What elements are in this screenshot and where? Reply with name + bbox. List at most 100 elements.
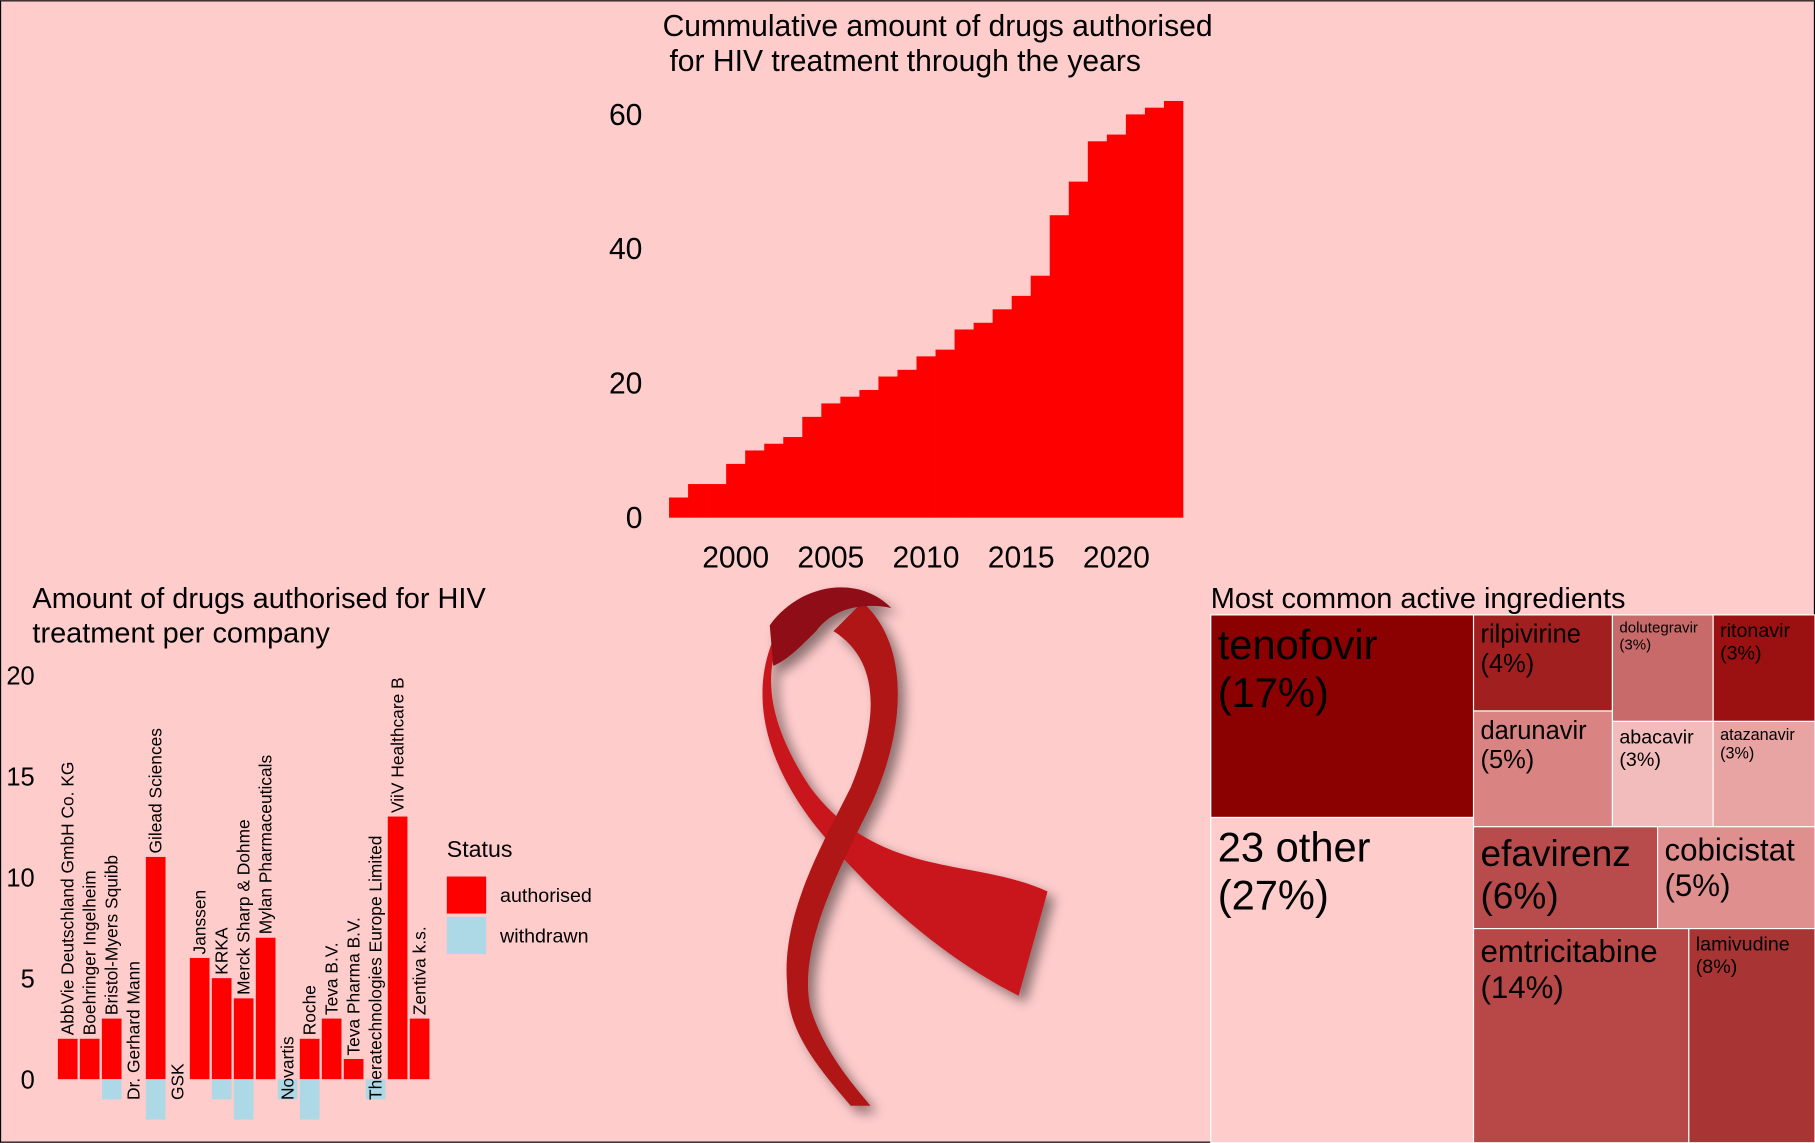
bar: [233, 998, 254, 1080]
bar: [840, 396, 860, 518]
bar: [299, 1038, 320, 1080]
y-tick-label: 40: [609, 233, 642, 266]
tile-label: abacavir: [1619, 726, 1694, 748]
tile-label: darunavir: [1480, 717, 1587, 745]
treemap-tile: [1472, 928, 1690, 1143]
x-tick-label: Teva Pharma B.V.: [343, 917, 363, 1055]
treemap-tile: [1688, 928, 1815, 1143]
treemap-tile: [1472, 710, 1614, 828]
bar: [1011, 295, 1032, 518]
bar: [365, 1079, 386, 1100]
tile-label: 23 other: [1218, 823, 1371, 870]
bar: [211, 978, 232, 1080]
tile-label: dolutegravir: [1619, 619, 1698, 636]
bar: [277, 1079, 298, 1100]
tile-label: emtricitabine: [1480, 934, 1657, 969]
bar: [1049, 215, 1070, 518]
x-tick-label: GSK: [167, 1063, 187, 1100]
bar: [992, 309, 1013, 518]
tile-value-label: (5%): [1665, 868, 1731, 903]
x-tick-label: AbbVie Deutschland GmbH Co. KG: [58, 762, 78, 1036]
bar: [387, 816, 408, 1080]
bar: [321, 1018, 342, 1080]
x-tick-label: Mylan Pharmaceuticals: [255, 755, 275, 935]
bar: [79, 1038, 100, 1080]
ribbon-strand: [762, 602, 1048, 996]
bar: [1106, 134, 1127, 518]
bar: [1068, 181, 1089, 518]
bar: [783, 437, 803, 518]
x-tick-label: 2005: [797, 541, 864, 574]
bar: [973, 322, 993, 518]
x-tick-label: Novartis: [277, 1036, 297, 1100]
bar: [233, 1079, 254, 1120]
bar: [57, 1038, 78, 1080]
y-tick-label: 5: [21, 965, 35, 993]
bar: [669, 497, 689, 518]
bar: [1030, 275, 1051, 518]
bar: [859, 389, 879, 518]
x-tick-label: Roche: [299, 985, 319, 1035]
tile-value-label: (3%): [1619, 749, 1661, 771]
tile-label: cobicistat: [1665, 832, 1796, 867]
bar: [101, 1079, 122, 1100]
y-tick-label: 0: [626, 502, 643, 535]
x-tick-label: Gilead Sciences: [145, 728, 165, 854]
bar: [954, 329, 974, 518]
treemap-tile: [1656, 826, 1815, 930]
tile-value-label: (3%): [1619, 637, 1651, 654]
bar: [707, 484, 727, 518]
treemap-tile: [1712, 614, 1815, 722]
treemap-tile: [1472, 614, 1614, 712]
tile-label: atazanavir: [1720, 726, 1795, 744]
y-tick-label: 15: [6, 763, 34, 791]
bar: [897, 369, 917, 518]
bar: [211, 1079, 232, 1100]
x-tick-label: 2010: [893, 541, 960, 574]
legend-label: withdrawn: [499, 925, 589, 947]
x-tick-label: 2015: [988, 541, 1055, 574]
bar: [1087, 141, 1108, 518]
bar: [1125, 114, 1146, 518]
treemap-tile: [1210, 816, 1475, 1143]
bar: [1163, 100, 1184, 518]
treemap-tile: [1210, 614, 1475, 819]
legend-title: Status: [447, 836, 513, 862]
tile-value-label: (17%): [1218, 669, 1329, 716]
tile-label: tenofovir: [1218, 621, 1378, 668]
x-tick-label: Dr. Gerhard Mann: [123, 961, 143, 1100]
chart-title: Cummulative amount of drugs authorised: [663, 10, 1213, 43]
legend-label: authorised: [500, 885, 592, 907]
tile-value-label: (3%): [1720, 643, 1762, 665]
bar: [726, 463, 746, 518]
bar: [745, 450, 765, 518]
x-tick-label: Teva B.V.: [321, 942, 341, 1015]
chart-title: Most common active ingredients: [1211, 583, 1626, 615]
x-tick-label: Merck Sharp & Dohme: [233, 819, 253, 995]
tile-label: efavirenz: [1480, 832, 1630, 874]
chart-title: Amount of drugs authorised for HIV: [32, 583, 486, 615]
tile-label: rilpivirine: [1480, 621, 1580, 649]
y-tick-label: 20: [6, 662, 34, 690]
ribbon: [762, 587, 1048, 1106]
x-tick-label: KRKA: [211, 927, 231, 975]
tile-value-label: (3%): [1720, 745, 1754, 763]
treemap-tile: [1712, 720, 1815, 828]
bar: [821, 403, 841, 518]
bar: [409, 1018, 430, 1080]
ribbon-loop: [769, 587, 892, 666]
tile-label: lamivudine: [1696, 934, 1790, 956]
bar: [255, 937, 276, 1080]
legend-swatch: [446, 917, 487, 955]
ribbon-strand: [786, 602, 898, 1106]
x-tick-label: Zentiva k.s.: [409, 926, 429, 1015]
bar: [343, 1058, 364, 1080]
bar: [145, 1079, 166, 1120]
x-tick-label: Janssen: [189, 890, 209, 955]
bar: [916, 356, 936, 518]
bar: [688, 484, 708, 518]
legend-swatch: [446, 876, 487, 914]
bar: [764, 443, 784, 518]
tile-label: ritonavir: [1720, 620, 1790, 642]
chart-title: treatment per company: [32, 618, 330, 650]
